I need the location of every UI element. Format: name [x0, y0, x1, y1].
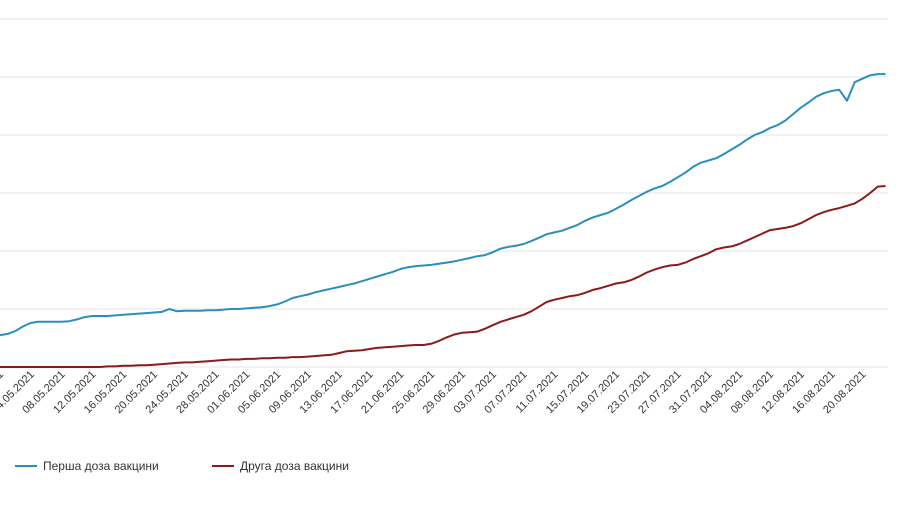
series-line: [0, 73, 886, 337]
legend-label: Друга доза вакцини: [240, 459, 349, 473]
legend-label: Перша доза вакцини: [43, 459, 159, 473]
series-line: [0, 185, 886, 368]
